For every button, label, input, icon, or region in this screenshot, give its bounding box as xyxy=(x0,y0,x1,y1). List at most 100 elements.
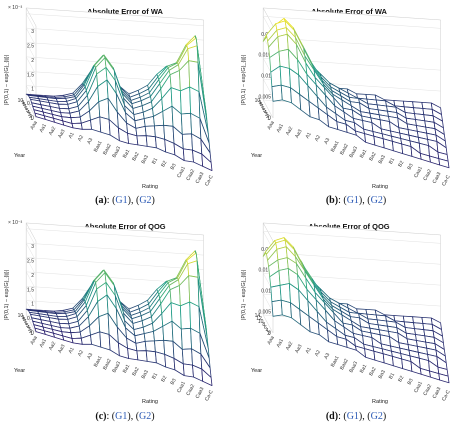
z-gridline xyxy=(25,228,37,247)
surface-patch xyxy=(143,330,155,342)
y-tick-label: 10 xyxy=(255,98,261,104)
x-tick-label: B3 xyxy=(407,378,415,386)
y-tick-label: 14 xyxy=(255,313,261,319)
z-exponent: × 10⁻³ xyxy=(8,5,23,11)
z-gridline xyxy=(262,293,274,313)
y-axis-label: Year xyxy=(14,368,25,374)
surface-patch xyxy=(144,340,156,353)
x-tick-label: Ba2 xyxy=(131,366,141,377)
surface-patch xyxy=(179,301,192,330)
x-tick-label: Baa2 xyxy=(339,358,350,371)
x-tick-label: Ba2 xyxy=(131,151,141,162)
surface-patch xyxy=(90,331,102,348)
x-axis-label: Rating xyxy=(142,184,158,190)
x-tick-label: A3 xyxy=(86,352,94,360)
y-tick-label: 4 xyxy=(266,328,269,334)
x-tick-label: Caa2 xyxy=(422,383,433,397)
y-axis-label: Year xyxy=(251,368,262,374)
x-tick-label: Caa1 xyxy=(413,380,424,394)
z-gridline xyxy=(26,228,204,241)
surface-patch xyxy=(179,86,192,115)
panel-title: Absolute Error of QOG xyxy=(308,222,389,231)
surface-patch xyxy=(271,84,283,102)
x-tick-label: Ca-C xyxy=(204,174,215,187)
x-tick-label: Caa1 xyxy=(176,165,187,179)
z-gridline xyxy=(26,42,204,55)
x-tick-label: Caa1 xyxy=(176,380,187,394)
x-tick-label: B1 xyxy=(151,372,159,380)
z-gridline xyxy=(25,56,37,75)
x-tick-label: Ca-C xyxy=(441,174,452,187)
y-tick-label: 4 xyxy=(27,110,30,116)
x-tick-label: Caa2 xyxy=(185,168,196,182)
surface-patch xyxy=(98,97,110,120)
x-tick-label: Baa3 xyxy=(348,361,359,374)
z-tick-label: 0.005 xyxy=(258,310,271,316)
z-gridline xyxy=(26,13,204,26)
surface-patch xyxy=(438,373,450,384)
x-tick-label: Baa2 xyxy=(102,358,113,371)
x-tick-label: A3 xyxy=(86,137,94,145)
y-tick-label: 5 xyxy=(26,108,29,114)
z-tick-label: 2.5 xyxy=(27,259,34,265)
panel-c: Absolute Error of QOG × 10⁻³ 0 0.5 1 1.5 2 2.… xyxy=(4,220,215,422)
z-tick-label: 0.01 xyxy=(261,74,271,80)
z-tick-label: 0.01 xyxy=(261,289,271,295)
x-tick-label: A3 xyxy=(323,352,331,360)
x-tick-label: Baa1 xyxy=(93,355,104,368)
x-tick-label: Ba3 xyxy=(377,154,387,165)
z-gridline xyxy=(26,257,204,270)
surface-patch xyxy=(201,368,213,387)
x-tick-label: Aa3 xyxy=(57,128,67,139)
y-tick-label: 8 xyxy=(260,102,263,108)
z-tick-label: 0 xyxy=(31,116,34,122)
surface-patch xyxy=(71,337,83,345)
surface-patch xyxy=(154,351,167,368)
surface-patch xyxy=(143,116,155,127)
surface-patch xyxy=(279,65,291,89)
x-tick-label: A3 xyxy=(323,137,331,145)
x-tick-label: B1 xyxy=(151,157,159,165)
y-axis-label: Year xyxy=(251,153,262,159)
x-tick-label: Caa3 xyxy=(195,171,206,185)
z-tick-label: 1.5 xyxy=(27,72,34,78)
x-axis-label: Rating xyxy=(372,184,388,190)
z-gridline xyxy=(26,242,204,256)
panel-caption: (a): (G1), (G2) xyxy=(95,195,155,206)
x-tick-label: Ba1 xyxy=(122,363,132,374)
surface-patch xyxy=(201,153,213,172)
y-tick-label: 8 xyxy=(23,317,26,323)
x-tick-label: B2 xyxy=(160,375,168,383)
surface-patch xyxy=(278,268,290,286)
y-tick-label: 5 xyxy=(263,108,266,114)
z-gridline xyxy=(263,231,441,244)
z-gridline xyxy=(25,286,37,305)
surface-patch xyxy=(280,84,292,104)
surface-patch xyxy=(70,116,82,124)
x-tick-label: Caa3 xyxy=(432,171,443,185)
surface-patch xyxy=(154,136,167,153)
y-axis-label: Year xyxy=(14,153,25,159)
surface-patch xyxy=(180,112,193,135)
x-axis-label: Rating xyxy=(142,399,158,405)
x-tick-label: Aa1 xyxy=(39,123,49,134)
x-tick-label: B3 xyxy=(407,163,415,171)
x-tick-label: Aaa xyxy=(29,120,39,131)
panel-a: Absolute Error of WA × 10⁻³ 0 0.5 1 1.5 2 2.5… xyxy=(4,5,215,206)
panel-title: Absolute Error of WA xyxy=(311,7,387,16)
x-tick-label: B2 xyxy=(160,160,168,168)
x-tick-label: A2 xyxy=(77,134,85,142)
surface-patch xyxy=(144,125,156,138)
surface-patch xyxy=(136,135,148,147)
y-tick-label: 9 xyxy=(22,100,25,106)
z-axis-label: |P(0,1) − exp(G)_{ij}| xyxy=(4,270,10,320)
surface-patch xyxy=(136,350,148,362)
z-gridline xyxy=(25,99,37,119)
z-gridline xyxy=(26,27,204,41)
y-tick-label: 4 xyxy=(264,110,267,116)
panel-d: Absolute Error of QOG 0 0.005 0.01 0.015 0.0… xyxy=(241,222,452,422)
panel-caption: (c): (G1), (G2) xyxy=(95,411,154,422)
